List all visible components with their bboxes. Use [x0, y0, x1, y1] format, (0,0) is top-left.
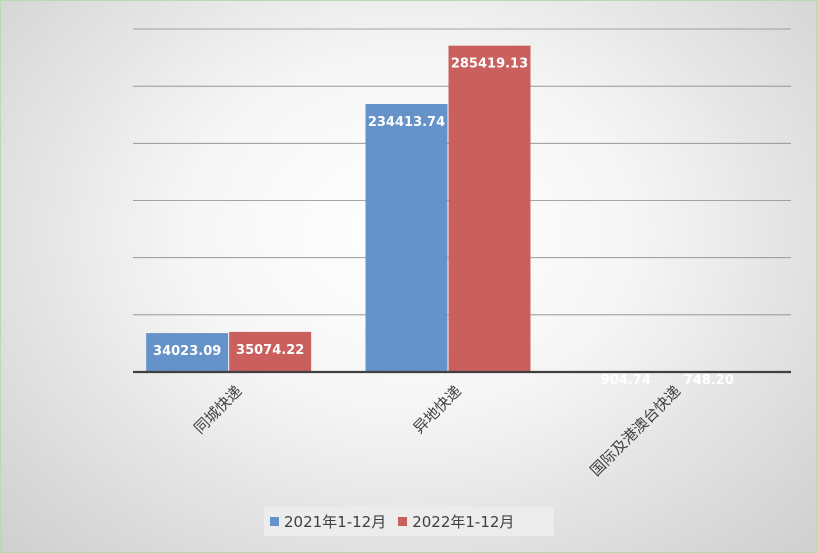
legend-label-2022: 2022年1-12月: [412, 513, 515, 531]
bar-1-1: [146, 333, 229, 372]
data-label: 285419.13: [451, 57, 528, 72]
legend-item-2022: 2022年1-12月: [398, 511, 514, 532]
data-label: 35074.22: [236, 343, 304, 358]
legend-swatch-2021: [270, 517, 279, 526]
legend: 2021年1-12月 2022年1-12月: [264, 507, 554, 536]
legend-label-2021: 2021年1-12月: [284, 513, 387, 531]
category-label: 异地快递: [410, 382, 465, 437]
data-label: 904.74: [601, 373, 651, 388]
bar-1-2: [365, 103, 448, 373]
bar-2-1: [229, 331, 312, 372]
data-label: 234413.74: [368, 115, 445, 130]
category-label: 同城快递: [190, 382, 245, 437]
bar-2-2: [448, 45, 531, 372]
category-label: 国际及港澳台快递: [587, 382, 685, 480]
legend-swatch-2022: [398, 517, 408, 526]
legend-item-2021: 2021年1-12月: [270, 511, 386, 532]
data-label: 748.20: [684, 373, 734, 388]
data-label: 34023.09: [153, 344, 221, 359]
